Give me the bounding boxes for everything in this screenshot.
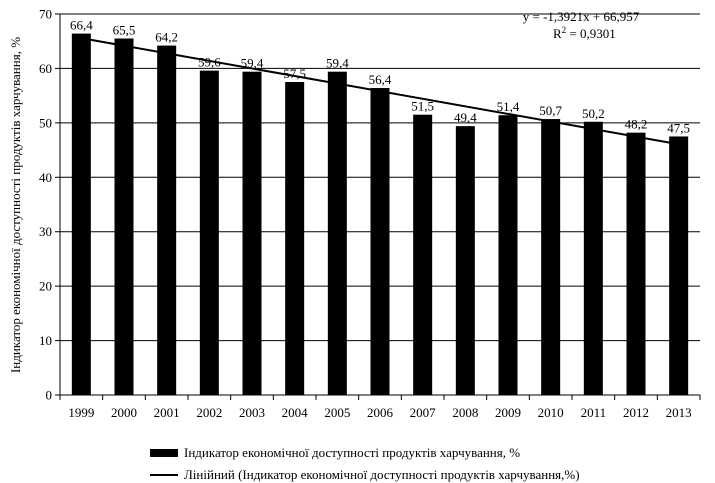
x-tick-label: 2008 [452,405,478,420]
x-tick-label: 2003 [239,405,265,420]
x-tick-label: 2007 [410,405,437,420]
y-tick-label: 10 [39,333,52,348]
y-tick-label: 60 [39,61,52,76]
y-axis-ticks: 0 10 20 30 40 50 60 70 [39,7,60,403]
y-tick-label: 40 [39,170,52,185]
y-tick-label: 20 [39,279,52,294]
y-axis-label: Індикатор економічної доступності продук… [8,37,23,373]
data-label: 56,4 [369,72,392,87]
y-tick-label: 0 [46,388,53,403]
data-label: 51,5 [411,99,434,114]
data-label: 64,2 [155,30,178,45]
x-tick-label: 2009 [495,405,521,420]
legend-bar-label: Індикатор економічної доступності продук… [184,445,520,460]
bar [327,71,347,396]
bar [626,132,646,395]
data-label: 49,4 [454,110,477,125]
trendline-equation: y = -1,3921x + 66,957 [523,9,640,24]
bar [71,33,91,395]
x-tick-label: 2012 [623,405,649,420]
bar [413,114,433,395]
data-label: 51,4 [497,99,520,114]
bar [455,126,475,395]
x-tick-label: 2006 [367,405,394,420]
legend: Індикатор економічної доступності продук… [150,445,580,482]
axes [59,14,700,396]
bar [370,88,390,395]
x-tick-label: 2002 [196,405,222,420]
y-tick-label: 70 [39,7,52,22]
data-label: 48,2 [625,117,648,132]
bar [285,82,305,396]
legend-trend-label: Лінійний (Індикатор економічної доступно… [184,467,580,482]
data-label: 50,7 [539,103,562,118]
x-axis-ticks: 1999 2000 2001 2002 2003 2004 2005 2006 2007 2008… [59,395,701,420]
data-label: 47,5 [667,120,690,135]
trendline-r-squared: R2 = 0,9301 [553,25,616,41]
bar [498,115,518,395]
value-labels: 66,4 65,5 64,259,6 59,457,559,456,451,549,4… [70,18,690,136]
legend-bar-swatch [150,449,178,457]
x-tick-label: 2013 [666,405,692,420]
bar [669,136,689,395]
bars [71,33,689,396]
bar [242,71,262,396]
data-label: 50,2 [582,106,605,121]
bar [114,38,134,395]
x-tick-label: 2010 [538,405,564,420]
x-tick-label: 2005 [324,405,350,420]
bar [541,119,561,395]
x-tick-label: 2001 [154,405,180,420]
bar [583,121,603,396]
data-label: 65,5 [113,22,136,37]
trendline [81,37,679,146]
bar [157,45,177,395]
bar [199,70,219,395]
y-tick-label: 30 [39,224,52,239]
x-tick-label: 2004 [282,405,309,420]
y-tick-label: 50 [39,115,52,130]
data-label: 59,6 [198,55,221,70]
data-label: 57,5 [283,66,306,81]
x-tick-label: 2000 [111,405,137,420]
x-tick-label: 2011 [581,405,607,420]
data-label: 66,4 [70,18,93,33]
x-tick-label: 1999 [68,405,94,420]
data-label: 59,4 [326,56,349,71]
